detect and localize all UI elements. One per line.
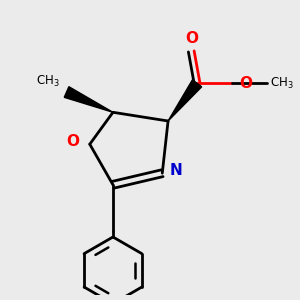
Text: N: N bbox=[169, 163, 182, 178]
Polygon shape bbox=[64, 87, 113, 112]
Polygon shape bbox=[168, 80, 202, 121]
Text: O: O bbox=[185, 31, 198, 46]
Text: CH$_3$: CH$_3$ bbox=[36, 74, 59, 89]
Text: CH$_3$: CH$_3$ bbox=[270, 76, 293, 91]
Text: O: O bbox=[67, 134, 80, 149]
Text: O: O bbox=[239, 76, 252, 91]
